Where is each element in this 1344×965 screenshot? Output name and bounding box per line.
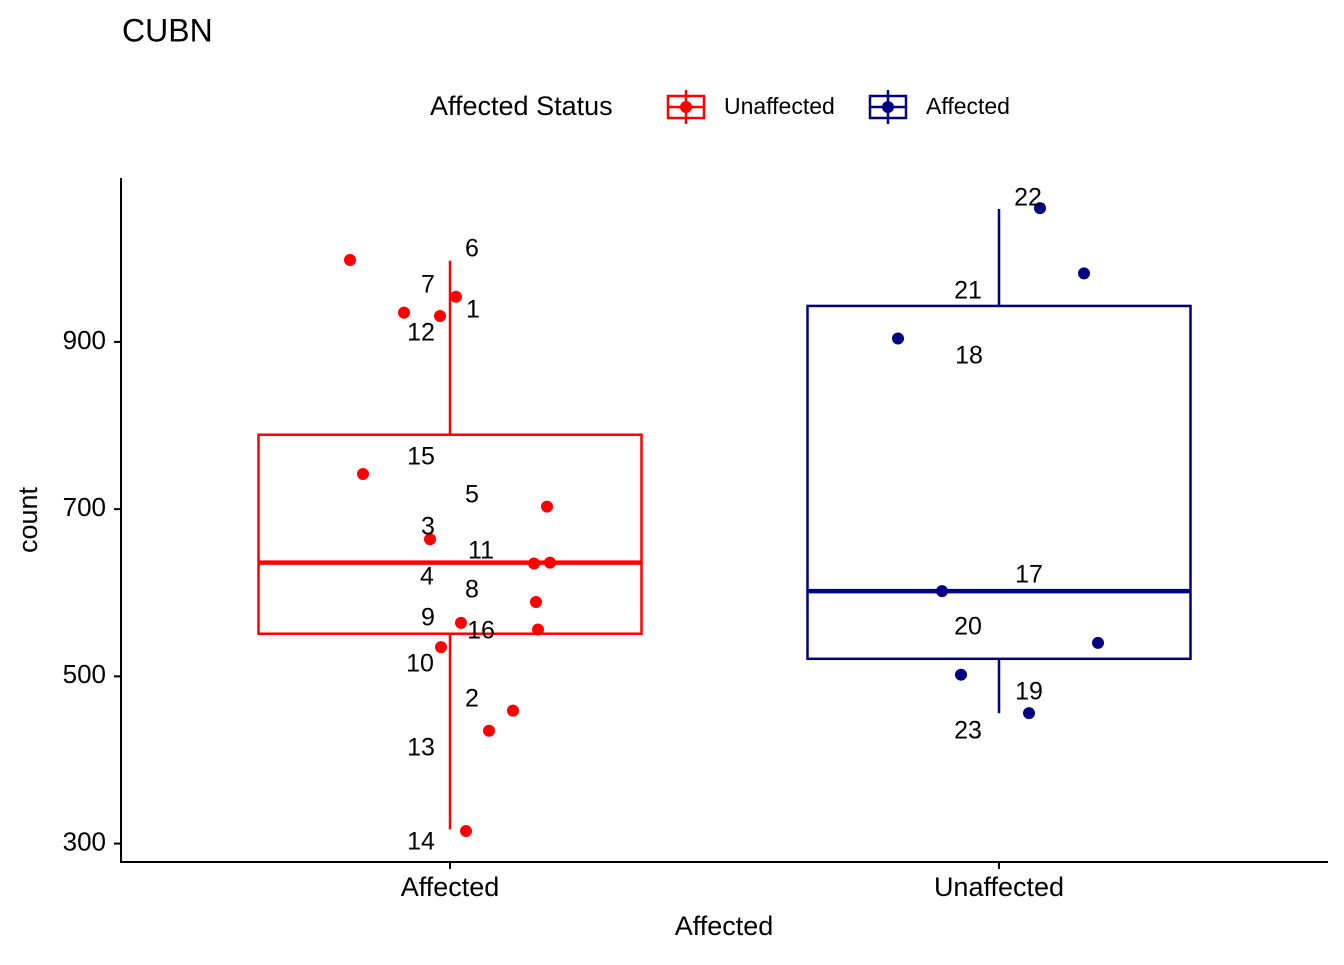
point bbox=[544, 556, 556, 569]
point-label: 8 bbox=[465, 576, 479, 604]
point bbox=[936, 585, 948, 598]
y-tick-label: 500 bbox=[63, 659, 106, 689]
point bbox=[541, 500, 553, 513]
point bbox=[424, 533, 436, 546]
point-label: 2 bbox=[465, 685, 479, 713]
point bbox=[532, 623, 544, 636]
legend-label: Unaffected bbox=[724, 93, 835, 119]
point-label: 13 bbox=[407, 734, 435, 762]
y-tick-label: 900 bbox=[63, 325, 106, 355]
y-tick-label: 300 bbox=[63, 826, 106, 856]
point bbox=[507, 704, 519, 717]
point-label: 22 bbox=[1014, 184, 1042, 212]
point-label: 6 bbox=[465, 235, 479, 263]
point-label: 10 bbox=[406, 650, 434, 678]
point-label: 17 bbox=[1015, 561, 1043, 589]
point bbox=[955, 668, 967, 681]
point-label: 4 bbox=[420, 563, 434, 591]
x-tick-label: Unaffected bbox=[934, 872, 1064, 902]
point bbox=[1078, 267, 1090, 280]
point-label: 23 bbox=[954, 717, 982, 745]
point bbox=[530, 595, 542, 608]
point-label: 7 bbox=[421, 271, 435, 299]
point-label: 3 bbox=[421, 513, 435, 541]
y-tick-label: 700 bbox=[63, 492, 106, 522]
point bbox=[1034, 202, 1046, 215]
point-label: 12 bbox=[407, 319, 435, 347]
chart-title: CUBN bbox=[122, 12, 213, 48]
box bbox=[806, 304, 1192, 661]
x-axis-label: Affected bbox=[675, 911, 774, 941]
box bbox=[257, 433, 643, 635]
point-label: 16 bbox=[467, 617, 495, 645]
point-label: 20 bbox=[954, 613, 982, 641]
legend-label: Affected bbox=[926, 93, 1010, 119]
y-axis-label: count bbox=[13, 486, 43, 553]
point bbox=[1023, 707, 1035, 720]
point bbox=[357, 468, 369, 481]
point bbox=[1092, 636, 1104, 649]
legend-title: Affected Status bbox=[430, 91, 613, 121]
point bbox=[398, 306, 410, 319]
point bbox=[434, 309, 446, 322]
point bbox=[892, 332, 904, 345]
point-label: 14 bbox=[407, 828, 435, 856]
legend-key bbox=[680, 101, 692, 113]
x-tick-label: Affected bbox=[401, 872, 500, 902]
point-label: 1 bbox=[466, 296, 480, 324]
point bbox=[460, 825, 472, 838]
point-label: 21 bbox=[954, 277, 982, 305]
point-label: 15 bbox=[407, 443, 435, 471]
point-label: 19 bbox=[1015, 678, 1043, 706]
point-label: 11 bbox=[468, 537, 494, 565]
point bbox=[435, 641, 447, 654]
point bbox=[483, 724, 495, 737]
point bbox=[450, 290, 462, 303]
legend-key bbox=[882, 101, 894, 113]
point bbox=[344, 253, 356, 266]
point bbox=[455, 616, 467, 629]
point-label: 18 bbox=[955, 342, 983, 370]
point bbox=[528, 557, 540, 570]
point-label: 9 bbox=[421, 604, 435, 632]
point-label: 5 bbox=[465, 481, 479, 509]
